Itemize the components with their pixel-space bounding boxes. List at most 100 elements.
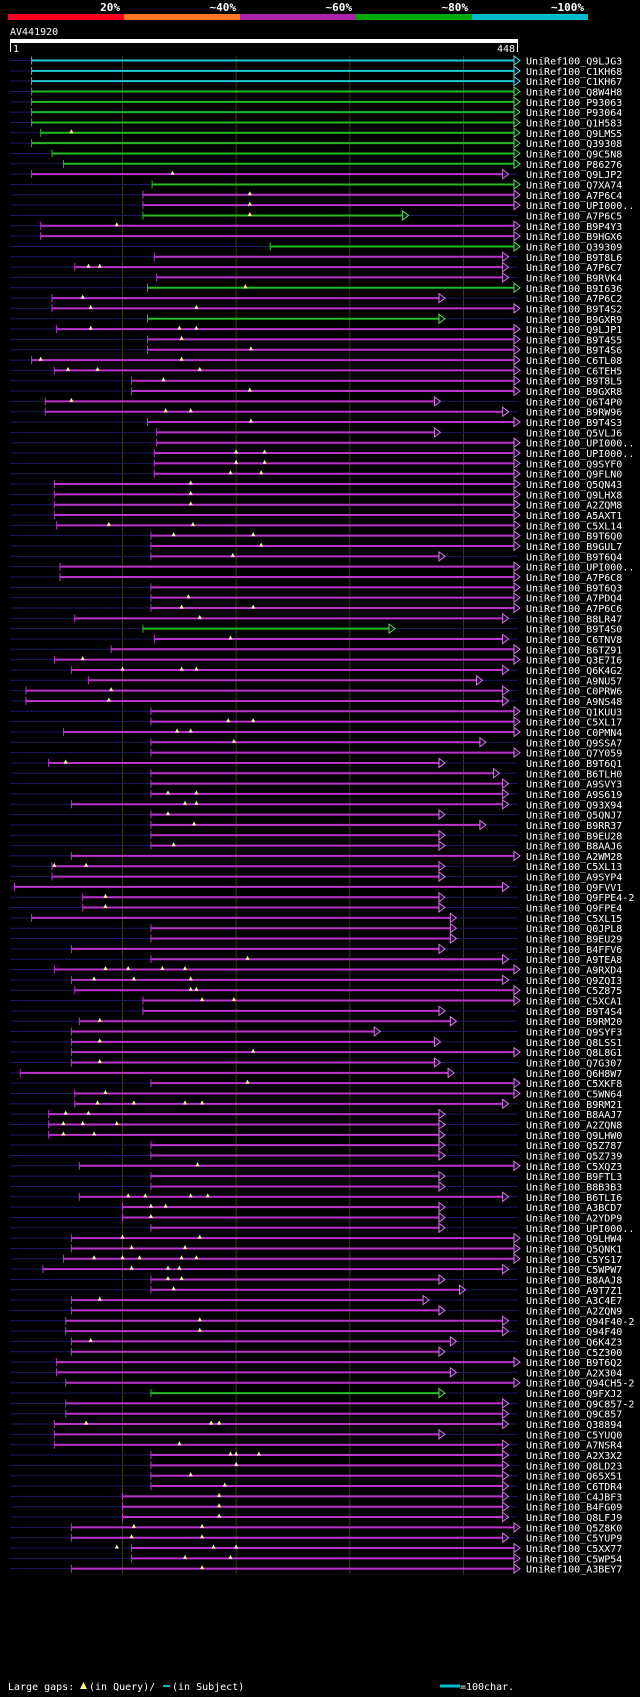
hit-label[interactable]: UniRef100_A2X304 <box>526 1368 622 1379</box>
alignment-row[interactable]: UniRef100_C6TEH5 <box>10 364 622 378</box>
hit-label[interactable]: UniRef100_B6TLH0 <box>526 769 622 780</box>
hit-label[interactable]: UniRef100_Q9LHW4 <box>526 1234 622 1245</box>
hit-label[interactable]: UniRef100_Q7XA74 <box>526 180 622 191</box>
alignment-row[interactable]: UniRef100_Q9ZQI3 <box>10 974 622 987</box>
hit-label[interactable]: UniRef100_Q65X51 <box>526 1472 622 1483</box>
hit-label[interactable]: UniRef100_UPI000.. <box>526 201 634 212</box>
hit-label[interactable]: UniRef100_A7P6C2 <box>526 294 622 305</box>
alignment-row[interactable]: UniRef100_Q9C857 <box>10 1408 622 1421</box>
hit-label[interactable]: UniRef100_C6TDR4 <box>526 1482 622 1493</box>
alignment-row[interactable]: UniRef100_C5XQZ3 <box>10 1160 622 1173</box>
hit-label[interactable]: UniRef100_B6TZ91 <box>526 645 622 656</box>
alignment-row[interactable]: UniRef100_C5YUP9 <box>10 1532 622 1545</box>
hit-label[interactable]: UniRef100_B9HGX6 <box>526 232 622 243</box>
hit-label[interactable]: UniRef100_B9T4S4 <box>526 1007 622 1018</box>
hit-label[interactable]: UniRef100_A9NS48 <box>526 697 622 708</box>
hit-label[interactable]: UniRef100_C5WP54 <box>526 1554 622 1565</box>
hit-label[interactable]: UniRef100_Q9C857-2 <box>526 1399 634 1410</box>
alignment-row[interactable]: UniRef100_Q9LHW4 <box>10 1232 622 1246</box>
hit-label[interactable]: UniRef100_C5XL13 <box>526 862 622 873</box>
alignment-row[interactable]: UniRef100_Q9SYF3 <box>10 1026 622 1039</box>
alignment-row[interactable]: UniRef100_B9I636 <box>10 282 622 295</box>
alignment-row[interactable]: UniRef100_B9T6Q4 <box>10 550 622 564</box>
alignment-row[interactable]: UniRef100_B9T8L5 <box>10 375 622 388</box>
alignment-row[interactable]: UniRef100_UPI000.. <box>10 447 634 461</box>
alignment-row[interactable]: UniRef100_Q39308 <box>10 137 622 151</box>
hit-label[interactable]: UniRef100_B9EU29 <box>526 935 622 946</box>
alignment-row[interactable]: UniRef100_Q5QNJ7 <box>10 809 622 822</box>
hit-label[interactable]: UniRef100_B9T4S2 <box>526 304 622 315</box>
alignment-row[interactable]: UniRef100_A3BCD7 <box>10 1201 622 1215</box>
hit-label[interactable]: UniRef100_Q39309 <box>526 242 622 253</box>
alignment-row[interactable]: UniRef100_B9GXR9 <box>10 313 622 326</box>
hit-label[interactable]: UniRef100_B9T4S3 <box>526 418 622 429</box>
hit-label[interactable]: UniRef100_Q6T4P0 <box>526 397 622 408</box>
hit-label[interactable]: UniRef100_B8AAJ7 <box>526 1110 622 1121</box>
hit-label[interactable]: UniRef100_A3BCD7 <box>526 1203 622 1214</box>
alignment-row[interactable]: UniRef100_B9HGX6 <box>10 230 622 244</box>
hit-label[interactable]: UniRef100_Q5VLJ6 <box>526 428 622 439</box>
hit-label[interactable]: UniRef100_C5Z300 <box>526 1348 622 1359</box>
alignment-row[interactable]: UniRef100_Q39309 <box>10 240 622 254</box>
alignment-row[interactable]: UniRef100_C1KH67 <box>10 75 622 89</box>
hit-label[interactable]: UniRef100_Q1KUU3 <box>526 707 622 718</box>
alignment-row[interactable]: UniRef100_Q7XA74 <box>10 178 622 192</box>
alignment-row[interactable]: UniRef100_B9T8L6 <box>10 251 622 264</box>
hit-label[interactable]: UniRef100_Q93X94 <box>526 800 622 811</box>
alignment-row[interactable]: UniRef100_C5Z300 <box>10 1346 622 1359</box>
alignment-row[interactable]: UniRef100_Q9LJG3 <box>10 55 622 68</box>
hit-label[interactable]: UniRef100_Q9ZQI3 <box>526 976 622 987</box>
alignment-row[interactable]: UniRef100_Q9LJP1 <box>10 323 622 337</box>
hit-label[interactable]: UniRef100_Q9LJP2 <box>526 170 622 181</box>
alignment-row[interactable]: UniRef100_A2X3X2 <box>10 1449 622 1463</box>
alignment-row[interactable]: UniRef100_A5AXT1 <box>10 509 622 523</box>
alignment-row[interactable]: UniRef100_Q9LHW0 <box>10 1129 622 1142</box>
alignment-row[interactable]: UniRef100_Q9C857-2 <box>10 1397 634 1411</box>
alignment-row[interactable]: UniRef100_A9SVY3 <box>10 778 622 791</box>
alignment-row[interactable]: UniRef100_Q5QN43 <box>10 478 622 492</box>
hit-label[interactable]: UniRef100_B9T4S5 <box>526 335 622 346</box>
alignment-row[interactable]: UniRef100_Q8LFJ9 <box>10 1511 622 1525</box>
hit-label[interactable]: UniRef100_B9T6Q1 <box>526 759 622 770</box>
hit-label[interactable]: UniRef100_C5WPW7 <box>526 1265 622 1276</box>
alignment-row[interactable]: UniRef100_A2X304 <box>10 1366 622 1380</box>
hit-label[interactable]: UniRef100_Q9C5N8 <box>526 149 622 160</box>
alignment-row[interactable]: UniRef100_C5XCA1 <box>10 995 622 1008</box>
alignment-row[interactable]: UniRef100_UPI000.. <box>10 437 634 450</box>
hit-label[interactable]: UniRef100_Q6K4Z3 <box>526 1337 622 1348</box>
hit-label[interactable]: UniRef100_B8AAJ8 <box>526 1275 622 1286</box>
alignment-row[interactable]: UniRef100_B9T6Q2 <box>10 1356 622 1370</box>
hit-label[interactable]: UniRef100_C6TL08 <box>526 356 622 367</box>
alignment-row[interactable]: UniRef100_A7P6C8 <box>10 571 622 585</box>
alignment-row[interactable]: UniRef100_P93064 <box>10 106 622 120</box>
alignment-row[interactable]: UniRef100_Q94F40 <box>10 1325 622 1339</box>
hit-label[interactable]: UniRef100_Q8LSS1 <box>526 1038 622 1049</box>
alignment-row[interactable]: UniRef100_B9T6Q1 <box>10 757 622 770</box>
hit-label[interactable]: UniRef100_UPI000.. <box>526 449 634 460</box>
alignment-row[interactable]: UniRef100_B9T6Q0 <box>10 530 622 543</box>
alignment-row[interactable]: UniRef100_Q7Y059 <box>10 747 622 760</box>
hit-label[interactable]: UniRef100_B4FFV6 <box>526 945 622 956</box>
hit-label[interactable]: UniRef100_Q9LHX8 <box>526 490 622 501</box>
alignment-row[interactable]: UniRef100_C5XX77 <box>10 1542 622 1556</box>
hit-label[interactable]: UniRef100_Q7Y059 <box>526 749 622 760</box>
hit-label[interactable]: UniRef100_Q5QN43 <box>526 480 622 491</box>
alignment-row[interactable]: UniRef100_B9FTL3 <box>10 1170 622 1184</box>
alignment-row[interactable]: UniRef100_Q9LHX8 <box>10 488 622 502</box>
hit-label[interactable]: UniRef100_B9GUL7 <box>526 542 622 553</box>
alignment-row[interactable]: UniRef100_B8AAJ6 <box>10 840 622 853</box>
alignment-row[interactable]: UniRef100_B9RR37 <box>10 819 622 832</box>
hit-label[interactable]: UniRef100_A9TEA8 <box>526 955 622 966</box>
alignment-row[interactable]: UniRef100_A9S619 <box>10 788 622 801</box>
hit-label[interactable]: UniRef100_A9T7Z1 <box>526 1286 622 1297</box>
alignment-row[interactable]: UniRef100_A9SYP4 <box>10 871 622 884</box>
hit-label[interactable]: UniRef100_Q9FVV1 <box>526 883 622 894</box>
hit-label[interactable]: UniRef100_Q9FLN0 <box>526 470 622 481</box>
hit-label[interactable]: UniRef100_C0PMN4 <box>526 728 622 739</box>
hit-label[interactable]: UniRef100_C5WN64 <box>526 1090 622 1101</box>
hit-label[interactable]: UniRef100_C5XL14 <box>526 521 622 532</box>
hit-label[interactable]: UniRef100_B4FG09 <box>526 1503 622 1514</box>
hit-label[interactable]: UniRef100_B9T6Q3 <box>526 583 622 594</box>
alignment-row[interactable]: UniRef100_Q65X51 <box>10 1470 622 1483</box>
alignment-row[interactable]: UniRef100_Q6K4Z3 <box>10 1335 622 1349</box>
